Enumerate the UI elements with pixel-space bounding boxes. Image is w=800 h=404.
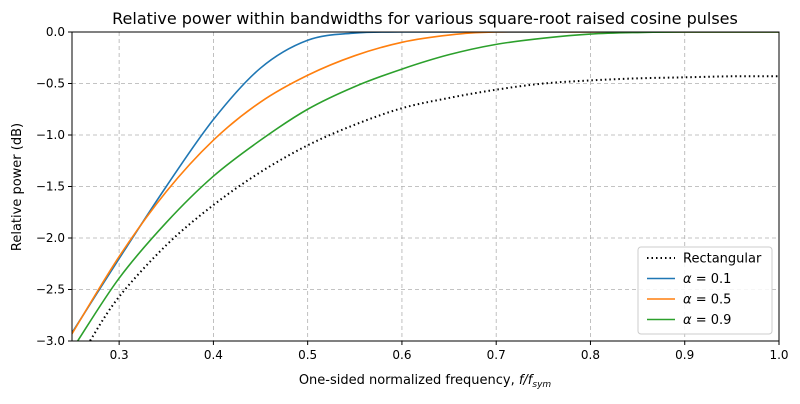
y-tick-label: −1.0: [36, 128, 65, 142]
x-tick-label: 1.0: [769, 348, 788, 362]
y-tick-label: −2.0: [36, 231, 65, 245]
y-tick-label: 0.0: [46, 25, 65, 39]
legend-label: α = 0.1: [683, 272, 731, 287]
x-tick-label: 0.5: [298, 348, 317, 362]
x-axis-label: One-sided normalized frequency, f/fsym: [299, 373, 552, 390]
legend-label: α = 0.5: [683, 293, 731, 308]
legend-label: α = 0.9: [683, 313, 731, 328]
axis-ticks: 0.3 0.4 0.5 0.6 0.7 0.8 0.9 1.0 0.0 −0.5 −1.0 −1.5 −…: [36, 25, 789, 362]
y-tick-label: −2.5: [36, 283, 65, 297]
x-tick-label: 0.4: [204, 348, 223, 362]
legend: Rectangular α = 0.1 α = 0.5 α = 0.9: [637, 246, 773, 335]
y-tick-label: −3.0: [36, 334, 65, 348]
series-line-alpha-0-5: [72, 32, 779, 335]
legend-box: [637, 246, 773, 335]
x-tick-label: 0.6: [392, 348, 411, 362]
y-axis-label: Relative power (dB): [10, 123, 25, 251]
chart-title: Relative power within bandwidths for var…: [112, 9, 738, 28]
x-tick-label: 0.3: [110, 348, 129, 362]
y-tick-label: −0.5: [36, 77, 65, 91]
x-tick-label: 0.7: [487, 348, 506, 362]
y-tick-label: −1.5: [36, 180, 65, 194]
legend-label: Rectangular: [683, 252, 762, 267]
x-tick-label: 0.9: [675, 348, 694, 362]
series-line-alpha-0-9: [76, 32, 779, 341]
series-line-rectangular: [88, 75, 779, 341]
x-tick-label: 0.8: [581, 348, 600, 362]
